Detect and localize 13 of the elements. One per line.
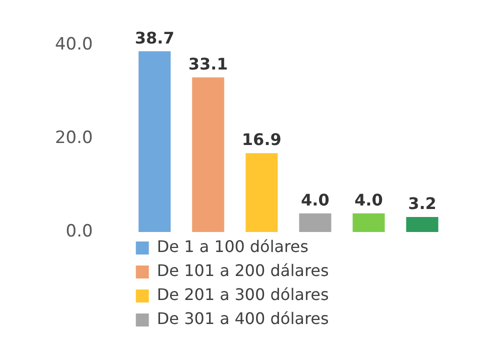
data-label: 3.2 bbox=[408, 194, 436, 214]
legend-label: De 1 a 100 dólares bbox=[156, 237, 308, 256]
data-label: 33.1 bbox=[188, 54, 228, 74]
y-tick-label: 20.0 bbox=[54, 128, 93, 148]
legend-label: De 101 a 200 dálares bbox=[156, 261, 329, 280]
data-label: 16.9 bbox=[242, 130, 282, 150]
legend-label: De 301 a 400 dólares bbox=[156, 309, 329, 328]
data-label: 38.7 bbox=[134, 28, 174, 48]
data-label: 4.0 bbox=[354, 190, 383, 210]
y-tick-label: 40.0 bbox=[54, 34, 93, 55]
legend-label: De 201 a 300 dólares bbox=[156, 285, 329, 304]
data-label: 4.0 bbox=[301, 190, 330, 210]
y-tick-label: 0.0 bbox=[66, 221, 93, 242]
